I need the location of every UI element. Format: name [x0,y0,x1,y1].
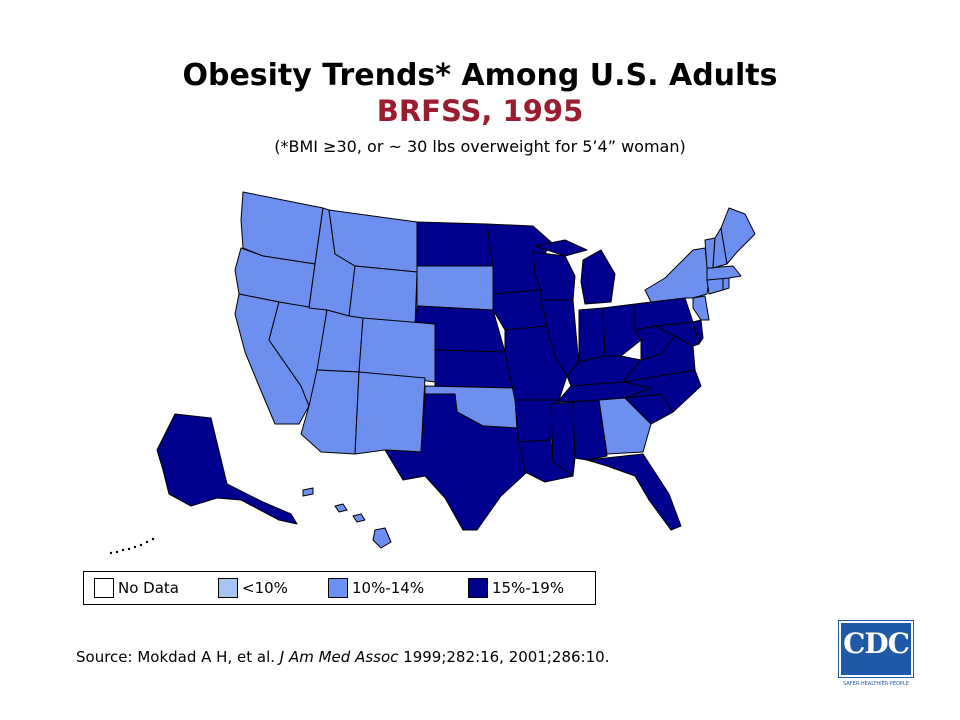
state-HI [302,487,392,549]
state-SD [416,265,494,311]
aleutian-islands [109,537,155,555]
state-MS [550,401,576,477]
legend-label: 15%-19% [492,579,565,597]
state-FL [586,453,682,531]
legend: No Data <10% 10%-14% 15%-19% [83,571,596,605]
state-MD [654,321,700,347]
state-MI [534,239,616,305]
cdc-logo-tagline: SAFER·HEALTHIER·PEOPLE [843,681,909,687]
legend-swatch [94,578,114,598]
legend-label: 10%-14% [352,579,425,597]
state-OH [602,303,642,357]
cdc-logo-text: CDC [843,627,910,660]
source-prefix: Source: Mokdad A H, et al. [76,648,280,666]
state-NJ [692,295,710,321]
state-RI [722,277,730,291]
state-IN [578,307,606,363]
state-IA [492,289,548,331]
page-subtitle: BRFSS, 1995 [376,94,584,128]
state-KS [434,349,516,389]
state-MA [706,265,742,281]
us-obesity-map [109,191,756,555]
state-NC [622,369,702,413]
legend-swatch [468,578,488,598]
source-citation: Source: Mokdad A H, et al. J Am Med Asso… [76,648,609,666]
state-TX [384,393,528,531]
state-AK [156,413,298,525]
state-NY [644,247,710,303]
bmi-note: (*BMI ≥30, or ~ 30 lbs overweight for 5’… [274,137,686,156]
source-journal: J Am Med Assoc [279,648,399,666]
state-NM [354,371,426,455]
state-GA [598,397,652,455]
state-DE [692,319,704,345]
state-CO [358,317,436,383]
title-block: Obesity Trends* Among U.S. Adults BRFSS,… [0,58,960,160]
state-ME [720,207,756,265]
cdc-logo: CDC SAFER·HEALTHIER·PEOPLE [838,620,914,687]
legend-swatch [328,578,348,598]
state-ND [416,221,494,267]
state-AL [572,399,608,461]
legend-label: No Data [118,579,179,597]
legend-swatch [218,578,238,598]
page-title: Obesity Trends* Among U.S. Adults [182,58,778,93]
source-suffix: 1999;282:16, 2001;286:10. [398,648,610,666]
state-CT [706,277,724,295]
legend-label: <10% [242,579,288,597]
